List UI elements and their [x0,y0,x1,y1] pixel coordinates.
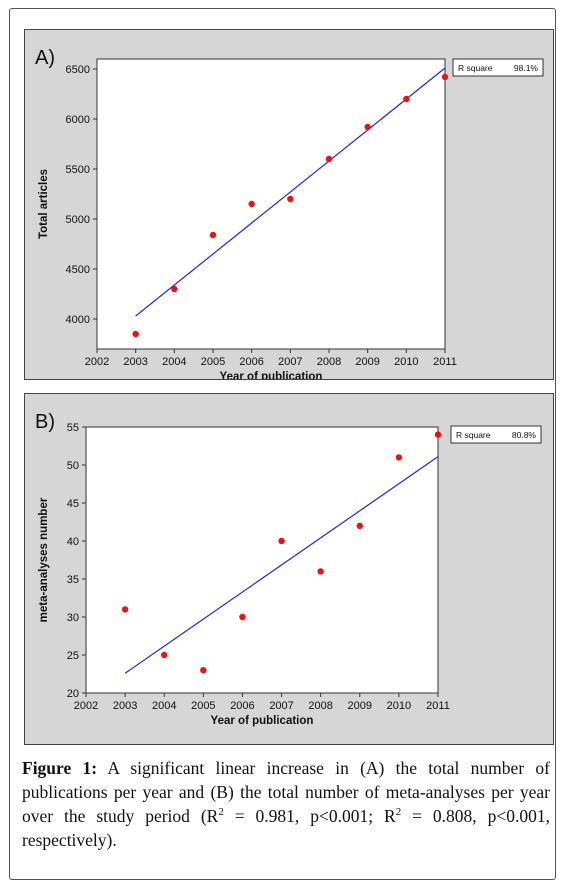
chart-b-y-axis-label: meta-analyses number [38,497,50,622]
chart-b-xtick-label: 2005 [191,700,215,712]
chart-b-data-point [121,606,129,613]
chart-b-xtick-label: 2009 [348,700,372,712]
chart-b-ytick-label: 50 [67,460,79,472]
caption-label: Figure 1: [22,758,98,778]
chart-b-svg: B) 20 25 30 35 40 45 50 55 2002 2003 2004 2005 2006 20… [35,411,542,727]
chart-a-y-axis-label: Total articles [38,169,50,239]
chart-a-data-point [364,123,371,131]
chart-a-data-point [171,285,178,293]
chart-b-ytick-label: 55 [67,422,79,434]
chart-b-xtick-label: 2006 [230,700,254,712]
chart-b-plot-area [85,426,439,694]
chart-b-ytick-label: 20 [67,688,79,700]
chart-a-data-point [287,195,294,203]
chart-b-data-point [434,431,442,438]
chart-a-xtick-label: 2002 [85,356,109,368]
chart-b-ytick-label: 40 [67,536,79,548]
chart-a-xtick-label: 2010 [394,356,418,368]
chart-b-data-point [317,568,324,575]
chart-b-data-point [278,537,285,545]
chart-panel-a: A) 4000 4500 5000 5500 6000 6500 2002 2003 2004 20… [24,29,554,380]
chart-a-ytick-label: 4000 [66,314,90,326]
chart-b-ytick-label: 35 [67,574,79,586]
chart-a-legend-value: 98.1% [514,63,539,73]
chart-b-xtick-label: 2003 [113,700,137,712]
chart-a-data-point [441,73,449,81]
chart-b-panel-label: B) [35,411,55,433]
chart-a-svg: A) 4000 4500 5000 5500 6000 6500 2002 2003 2004 20… [35,47,544,379]
caption-text-1: A significant linear increase in (A) the… [22,758,550,826]
chart-b-data-point [395,454,403,461]
caption-text-2: = 0.981, p<0.001; R [223,806,396,826]
chart-a-data-point [209,231,217,239]
chart-b-ytick-label: 30 [67,612,79,624]
chart-b-x-axis-label: Year of publication [211,715,314,727]
chart-b-legend-value: 80.8% [512,430,537,440]
chart-a-xtick-label: 2008 [317,356,341,368]
chart-a-xtick-label: 2006 [239,356,263,368]
chart-b-xtick-label: 2007 [269,700,293,712]
chart-b-data-point [239,613,246,621]
chart-a-data-point [403,95,410,103]
chart-a-xtick-label: 2007 [278,356,302,368]
chart-b-xtick-label: 2004 [152,700,176,712]
chart-b-ytick-label: 25 [67,650,79,662]
caption-sup-1: 2 [218,806,224,819]
chart-b-data-point [356,522,363,529]
chart-a-xtick-label: 2009 [355,356,379,368]
chart-a-data-point [132,330,139,338]
chart-a-xtick-label: 2004 [162,356,186,368]
chart-b-xtick-label: 2010 [387,700,411,712]
figure-frame: A) 4000 4500 5000 5500 6000 6500 2002 2003 2004 20… [9,8,556,880]
chart-b-legend-label: R square [456,430,491,440]
chart-a-xtick-label: 2003 [123,356,147,368]
chart-a-panel-label: A) [35,47,55,69]
chart-b-ytick-label: 45 [67,498,79,510]
caption-sup-2: 2 [395,806,402,819]
chart-a-ytick-label: 5500 [66,164,90,176]
chart-a-ytick-label: 4500 [66,264,90,276]
chart-a-xtick-label: 2011 [433,356,457,368]
chart-a-xtick-label: 2005 [201,356,225,368]
chart-a-ytick-label: 6000 [66,114,90,126]
chart-b-legend-box [450,425,542,444]
chart-a-ytick-label: 6500 [66,64,90,76]
chart-a-fit-line [135,67,446,317]
figure-caption: Figure 1: A significant linear increase … [22,756,550,852]
chart-a-data-point [325,155,333,163]
chart-b-data-point [200,667,207,674]
chart-panel-b: B) 20 25 30 35 40 45 50 55 2002 2003 2004 2005 2006 20… [24,393,554,745]
chart-b-data-point [161,651,168,659]
chart-b-fit-line [124,456,439,674]
chart-b-xtick-label: 2011 [426,700,450,712]
chart-b-xtick-label: 2008 [308,700,332,712]
chart-b-xtick-label: 2002 [74,700,98,712]
caption-text-3: = 0.808, p<0.001, respectively). [22,806,550,850]
chart-a-ytick-label: 5000 [66,214,90,226]
chart-a-legend-label: R square [458,63,493,73]
chart-a-legend-box [452,58,544,77]
chart-a-data-point [248,200,255,208]
chart-a-x-axis-label: Year of publication [220,371,323,379]
